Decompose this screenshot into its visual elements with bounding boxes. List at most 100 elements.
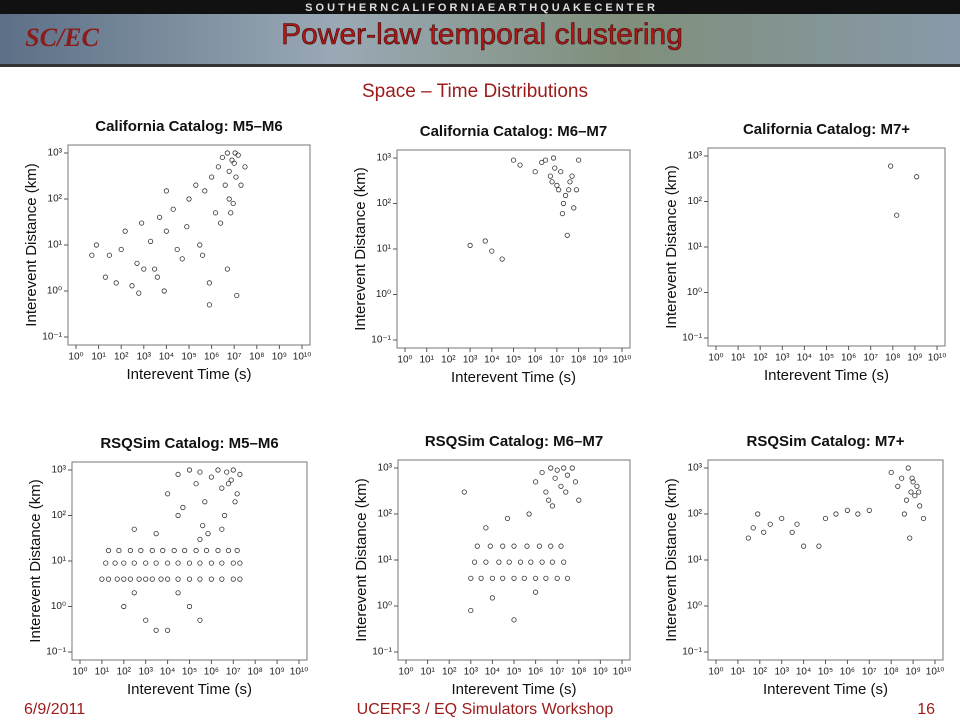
scatter-point [914, 483, 920, 489]
scatter-point [500, 575, 506, 581]
scatter-point [226, 196, 232, 202]
y-tick-label: 10¹ [52, 556, 67, 567]
x-tick-label: 10⁵ [181, 352, 196, 363]
scatter-point [200, 522, 206, 529]
y-tick-label: 10⁻¹ [372, 647, 392, 658]
x-tick-label: 10⁹ [269, 667, 284, 678]
y-tick-label: 10⁰ [377, 601, 392, 612]
scatter-point [224, 469, 230, 475]
x-tick-label: 10³ [464, 667, 479, 678]
x-tick-label: 10⁸ [885, 353, 900, 364]
scatter-point [517, 162, 523, 168]
x-tick-label: 10³ [463, 355, 478, 366]
scatter-point [566, 187, 572, 193]
scatter-point [547, 173, 553, 179]
scatter-point [175, 576, 181, 582]
scatter-point [105, 576, 112, 582]
scatter-point [121, 576, 127, 582]
y-tick-label: 10¹ [378, 555, 393, 566]
scatter-point [143, 617, 149, 623]
y-axis-label: Interevent Distance (km) [663, 478, 680, 641]
scatter-point [543, 575, 549, 581]
chart-title: RSQSim Catalog: M5–M6 [100, 435, 278, 452]
scatter-point [165, 560, 171, 566]
scatter-point [745, 535, 751, 541]
x-axis-label: Interevent Time (s) [763, 681, 888, 698]
scatter-point [237, 471, 243, 478]
x-tick-label: 10² [442, 667, 457, 678]
scatter-point [224, 266, 230, 272]
x-tick-label: 10¹ [731, 353, 746, 364]
scatter-point [233, 174, 239, 180]
scatter-point [920, 515, 927, 522]
y-tick-label: 10² [378, 509, 393, 520]
scatter-point [510, 157, 517, 163]
scatter-point [532, 575, 539, 581]
scatter-point [552, 475, 558, 481]
scatter-point [789, 529, 795, 535]
x-tick-label: 10¹⁰ [613, 667, 631, 678]
scatter-point [487, 543, 493, 549]
scatter-point [182, 547, 188, 554]
scatter-point [907, 535, 913, 541]
scatter-point [215, 164, 222, 170]
scatter-point [800, 543, 807, 549]
x-tick-label: 10⁵ [506, 355, 521, 366]
scatter-point [134, 260, 140, 266]
scatter-point [163, 228, 169, 234]
scatter-point [93, 242, 100, 248]
x-tick-label: 10² [753, 353, 768, 364]
scatter-point [230, 560, 236, 566]
scatter-point [202, 499, 208, 505]
x-tick-label: 10³ [137, 352, 152, 363]
scatter-point [816, 543, 822, 549]
scatter-point [548, 543, 554, 549]
slide-subtitle: Space – Time Distributions [362, 81, 588, 102]
scatter-point [138, 547, 144, 554]
scatter-point [219, 560, 225, 566]
scatter-point [121, 603, 127, 610]
scatter-point [175, 512, 181, 519]
scatter-point [174, 246, 180, 253]
scatter-point [912, 493, 918, 499]
scatter-point [483, 525, 489, 531]
scatter-point [136, 576, 142, 582]
scatter-point [558, 169, 564, 175]
x-tick-label: 10¹⁰ [290, 667, 308, 678]
scatter-point [225, 481, 232, 487]
scatter-point [217, 220, 224, 226]
y-tick-label: 10⁻¹ [682, 647, 702, 658]
scatter-point [532, 479, 539, 485]
x-axis-label: Interevent Time (s) [126, 366, 251, 383]
y-tick-label: 10⁰ [687, 601, 702, 612]
scatter-point [794, 521, 800, 527]
scatter-point [237, 560, 243, 566]
scatter-point [184, 224, 190, 230]
scatter-point [205, 531, 211, 537]
scatter-point [559, 210, 566, 217]
scatter-point [549, 179, 555, 185]
x-tick-label: 10⁴ [160, 667, 175, 678]
scatter-point [895, 483, 901, 489]
y-tick-label: 10³ [48, 148, 63, 159]
scatter-point [564, 472, 571, 478]
scatter-point [521, 575, 527, 581]
scatter-point [89, 252, 95, 258]
scatter-point [548, 465, 554, 471]
scatter-point [237, 576, 243, 582]
y-tick-label: 10² [688, 196, 703, 207]
scatter-point [224, 150, 230, 156]
scatter-point [102, 274, 109, 280]
y-tick-label: 10⁻¹ [371, 335, 391, 346]
plot-frame [67, 144, 311, 346]
scatter-point [197, 617, 203, 623]
scatter-point [197, 536, 203, 542]
scatter-point [901, 511, 907, 517]
x-tick-label: 10⁰ [68, 352, 83, 363]
x-tick-label: 10⁸ [571, 355, 586, 366]
y-axis-label: Interevent Distance (km) [23, 163, 40, 326]
scatter-point [186, 560, 193, 566]
x-tick-label: 10⁹ [593, 355, 608, 366]
scatter-point [899, 475, 905, 481]
y-tick-label: 10² [688, 509, 703, 520]
